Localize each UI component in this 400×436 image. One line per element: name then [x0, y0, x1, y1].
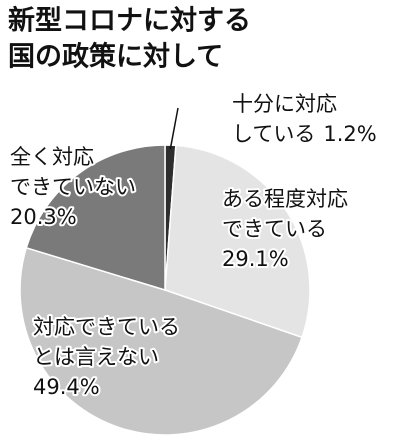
category-label: できていない [10, 175, 136, 199]
value-label: 1.2% [323, 122, 376, 146]
slice-label: している 1.2% [232, 122, 377, 146]
chart-title: 新型コロナに対する [8, 5, 251, 37]
slice-label: 全く対応 [10, 145, 94, 169]
category-label: ある程度対応 [222, 187, 348, 211]
leader-line [169, 107, 179, 150]
pie-slice [164, 144, 311, 339]
category-label: 十分に対応 [232, 92, 337, 116]
value-label: 49.4% [33, 375, 100, 399]
category-label: できている [222, 217, 327, 241]
value-label: 20.3% [10, 205, 77, 229]
slice-label: 対応できている [33, 315, 180, 339]
slice-label: 十分に対応 [232, 92, 337, 116]
category-label: している [232, 122, 315, 146]
category-label: 対応できている [33, 315, 180, 339]
value-label: 29.1% [222, 247, 289, 271]
category-label: 全く対応 [10, 145, 94, 169]
slice-label: できている [222, 217, 327, 241]
category-label: とは言えない [33, 345, 159, 369]
slice-label: ある程度対応 [222, 187, 348, 211]
chart-title: 国の政策に対して [8, 41, 223, 73]
pie-slice [19, 246, 303, 436]
slice-label: とは言えない [33, 345, 159, 369]
slice-label: できていない [10, 175, 136, 199]
pie-slice [25, 144, 166, 292]
